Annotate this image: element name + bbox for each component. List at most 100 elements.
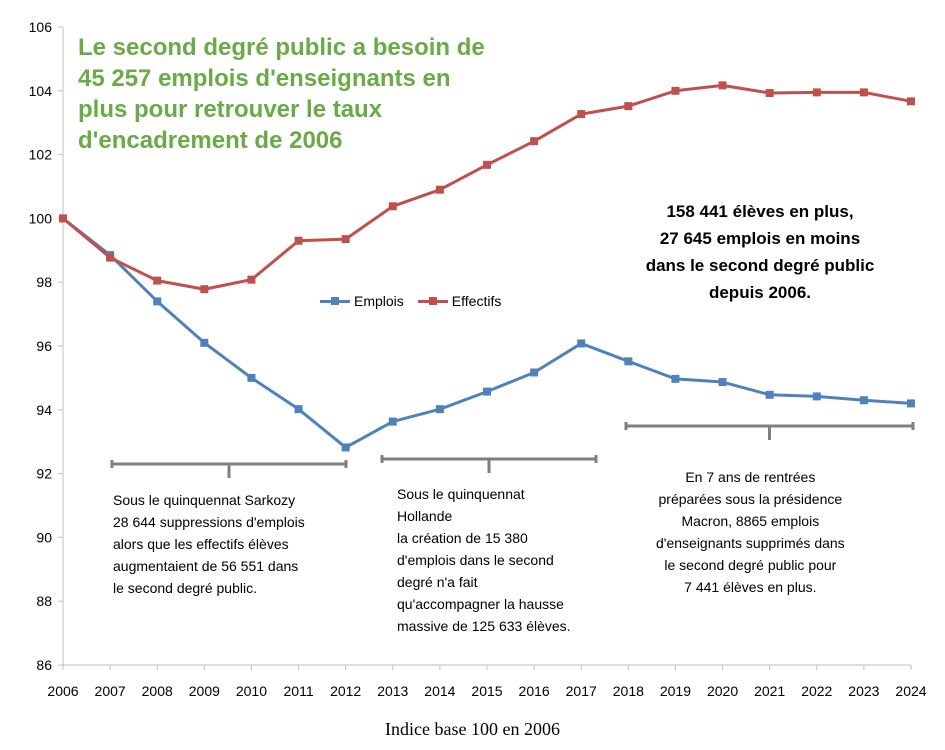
annotation-line: Sous le quinquennat Sarkozy [113, 492, 296, 508]
x-tick-label: 2008 [142, 683, 173, 699]
y-tick-label: 86 [36, 657, 52, 673]
data-point-effectifs [483, 160, 491, 169]
x-tick-label: 2019 [660, 683, 691, 699]
data-point-effectifs [388, 202, 397, 211]
annotation-hollande: Sous le quinquennat Hollande la création… [397, 483, 571, 637]
data-point-effectifs [577, 110, 586, 119]
callout-line: dans le second degré public [645, 256, 875, 275]
annotation-line: le second degré public pour [664, 557, 837, 573]
x-tick-label: 2012 [330, 683, 361, 699]
data-point-emplois [812, 392, 821, 401]
y-tick-label: 92 [36, 466, 52, 482]
x-tick-label: 2016 [519, 683, 550, 699]
data-point-effectifs [341, 235, 350, 244]
data-point-effectifs [624, 102, 633, 111]
y-tick-label: 90 [36, 529, 52, 545]
data-point-emplois [247, 373, 256, 382]
x-tick-label: 2014 [424, 683, 455, 699]
data-point-effectifs [765, 89, 774, 98]
title-line: d'encadrement de 2006 [78, 127, 343, 154]
data-point-effectifs [859, 88, 868, 97]
period-bracket [624, 422, 915, 440]
title-line: plus pour retrouver le taux [78, 96, 383, 123]
data-point-emplois [907, 399, 915, 408]
data-point-emplois [200, 338, 209, 347]
series-effectifs [59, 81, 915, 294]
annotation-line: d'enseignants supprimés dans [656, 535, 845, 551]
y-tick-label: 104 [29, 83, 53, 99]
data-point-emplois [530, 368, 539, 377]
x-tick-label: 2022 [801, 683, 832, 699]
annotation-line: 7 441 élèves en plus. [684, 579, 817, 595]
annotation-line: le second degré public. [113, 580, 257, 596]
data-point-emplois [294, 405, 303, 414]
x-tick-label: 2017 [566, 683, 597, 699]
y-tick-label: 106 [29, 19, 53, 35]
annotation-line: Sous le quinquennat [397, 486, 525, 502]
x-tick-label: 2011 [284, 683, 314, 699]
data-point-emplois [859, 396, 868, 405]
data-point-emplois [765, 390, 774, 399]
series-layer [59, 81, 915, 452]
annotation-line: En 7 ans de rentrées [685, 469, 816, 485]
data-point-effectifs [530, 137, 539, 146]
data-point-effectifs [59, 214, 67, 223]
annotation-line: massive de 125 633 élèves. [397, 618, 571, 634]
data-point-emplois [718, 378, 727, 387]
callout-line: 158 441 élèves en plus, [666, 202, 854, 221]
y-tick-label: 102 [29, 147, 53, 163]
x-tick-label: 2021 [754, 683, 785, 699]
legend-label-effectifs: Effectifs [451, 293, 502, 309]
annotation-line: d'emplois dans le second [397, 552, 554, 568]
x-tick-label: 2007 [95, 683, 126, 699]
legend-item-effectifs: Effectifs [417, 293, 502, 309]
x-tick-label: 2009 [189, 683, 220, 699]
axes: 86 88 90 92 94 96 98 100 102 104 106 2006 2007 2008 20… [29, 19, 927, 699]
x-tick-label: 2013 [377, 683, 408, 699]
legend-marker-emplois [331, 297, 339, 305]
legend-item-emplois: Emplois [320, 293, 404, 309]
data-point-effectifs [718, 81, 727, 90]
data-point-effectifs [435, 185, 444, 194]
legend-swatch-effectifs [417, 296, 448, 306]
chart-title: Le second degré public a besoin de 45 25… [78, 32, 538, 156]
callout-line: depuis 2006. [708, 283, 812, 302]
x-tick-label: 2020 [707, 683, 738, 699]
data-point-emplois [153, 297, 162, 306]
y-tick-label: 96 [36, 338, 52, 354]
x-tick-label: 2023 [848, 683, 879, 699]
y-tick-label: 100 [29, 210, 53, 226]
annotation-line: préparées sous la présidence [658, 491, 843, 507]
annotation-line: augmentaient de 56 551 dans [113, 558, 299, 574]
annotation-line: 28 644 suppressions d'emplois [113, 514, 305, 530]
period-brackets [110, 422, 915, 478]
x-tick-label: 2024 [895, 683, 926, 699]
annotation-line: alors que les effectifs élèves [113, 536, 289, 552]
data-point-effectifs [812, 88, 821, 97]
title-line: 45 257 emplois d'enseignants en [78, 65, 451, 92]
data-point-emplois [624, 357, 633, 366]
annotation-line: Hollande [397, 508, 453, 524]
legend: Emplois Effectifs [320, 293, 515, 309]
data-point-emplois [671, 374, 680, 383]
data-point-effectifs [106, 253, 115, 262]
x-tick-label: 2010 [236, 683, 267, 699]
legend-marker-effectifs [428, 297, 437, 305]
legend-swatch-emplois [320, 296, 350, 306]
data-point-emplois [341, 443, 350, 452]
x-tick-label: 2006 [47, 683, 78, 699]
x-tick-label: 2018 [613, 683, 644, 699]
data-point-effectifs [153, 276, 162, 285]
data-point-emplois [435, 405, 444, 414]
data-point-emplois [577, 339, 586, 348]
legend-label-emplois: Emplois [354, 293, 404, 309]
annotation-sarkozy: Sous le quinquennat Sarkozy 28 644 suppr… [113, 489, 305, 599]
annotation-line: Macron, 8865 emplois [681, 513, 820, 529]
x-tick-label: 2015 [471, 683, 502, 699]
annotation-line: la création de 15 380 [397, 530, 528, 546]
data-point-effectifs [294, 236, 303, 245]
period-bracket [110, 460, 348, 478]
period-bracket [380, 455, 598, 473]
callout-line: 27 645 emplois en moins [659, 229, 861, 248]
title-line: Le second degré public a besoin de [78, 34, 485, 61]
